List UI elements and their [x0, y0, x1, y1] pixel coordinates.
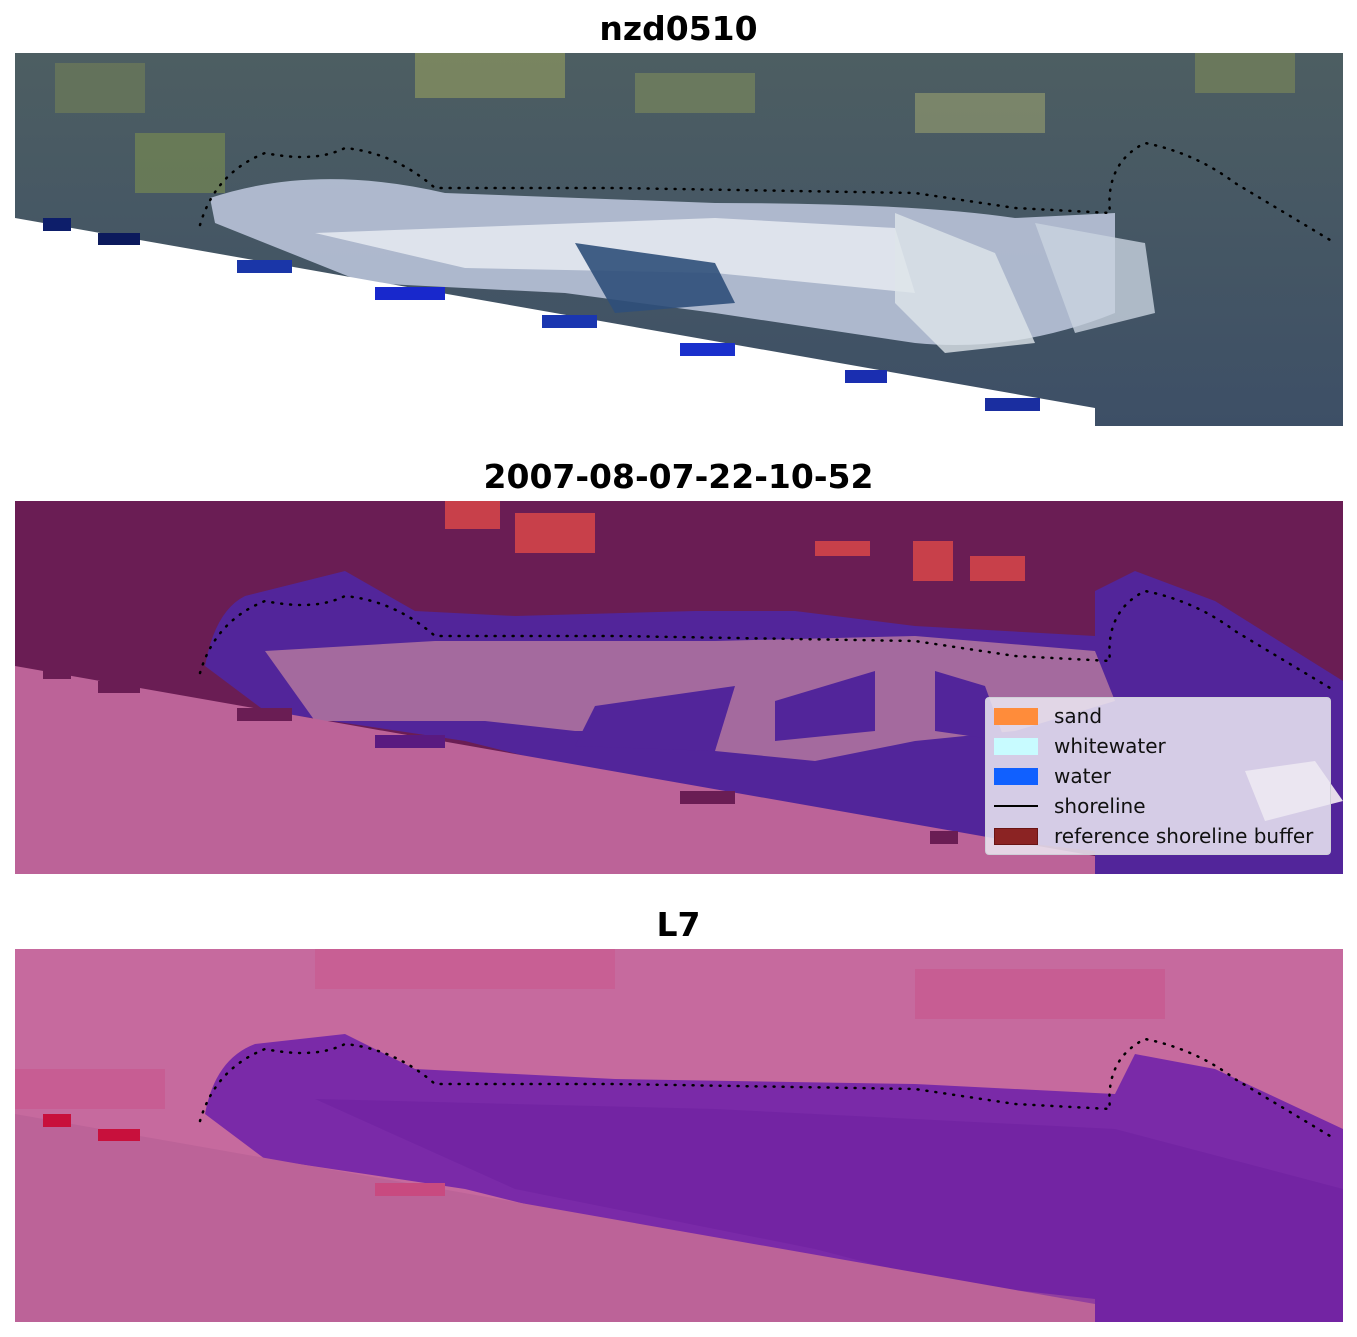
panel-title-index: L7 [656, 905, 701, 944]
index-map [15, 949, 1343, 1322]
rgb-satellite-image [15, 53, 1343, 426]
legend-label: whitewater [1054, 734, 1166, 758]
sand-swatch [994, 707, 1038, 725]
panel-title-rgb: nzd0510 [599, 9, 758, 48]
rgb-image-panel [15, 53, 1343, 426]
legend: sand whitewater water shoreline referenc… [985, 697, 1331, 855]
legend-item-whitewater: whitewater [994, 734, 1166, 758]
index-image-panel [15, 949, 1343, 1322]
buffer-swatch [994, 827, 1038, 845]
shoreline-line-sample [994, 805, 1038, 807]
legend-item-reference-shoreline-buffer: reference shoreline buffer [994, 824, 1313, 848]
legend-label: sand [1054, 704, 1103, 728]
water-swatch [994, 767, 1038, 785]
legend-item-sand: sand [994, 704, 1102, 728]
classification-map [15, 501, 1343, 874]
classified-image-panel [15, 501, 1343, 874]
whitewater-swatch [994, 737, 1038, 755]
legend-label: shoreline [1054, 794, 1146, 818]
legend-label: water [1054, 764, 1111, 788]
legend-label: reference shoreline buffer [1054, 824, 1314, 848]
panel-title-classified: 2007-08-07-22-10-52 [483, 457, 874, 496]
legend-item-water: water [994, 764, 1111, 788]
legend-item-shoreline: shoreline [994, 794, 1146, 818]
